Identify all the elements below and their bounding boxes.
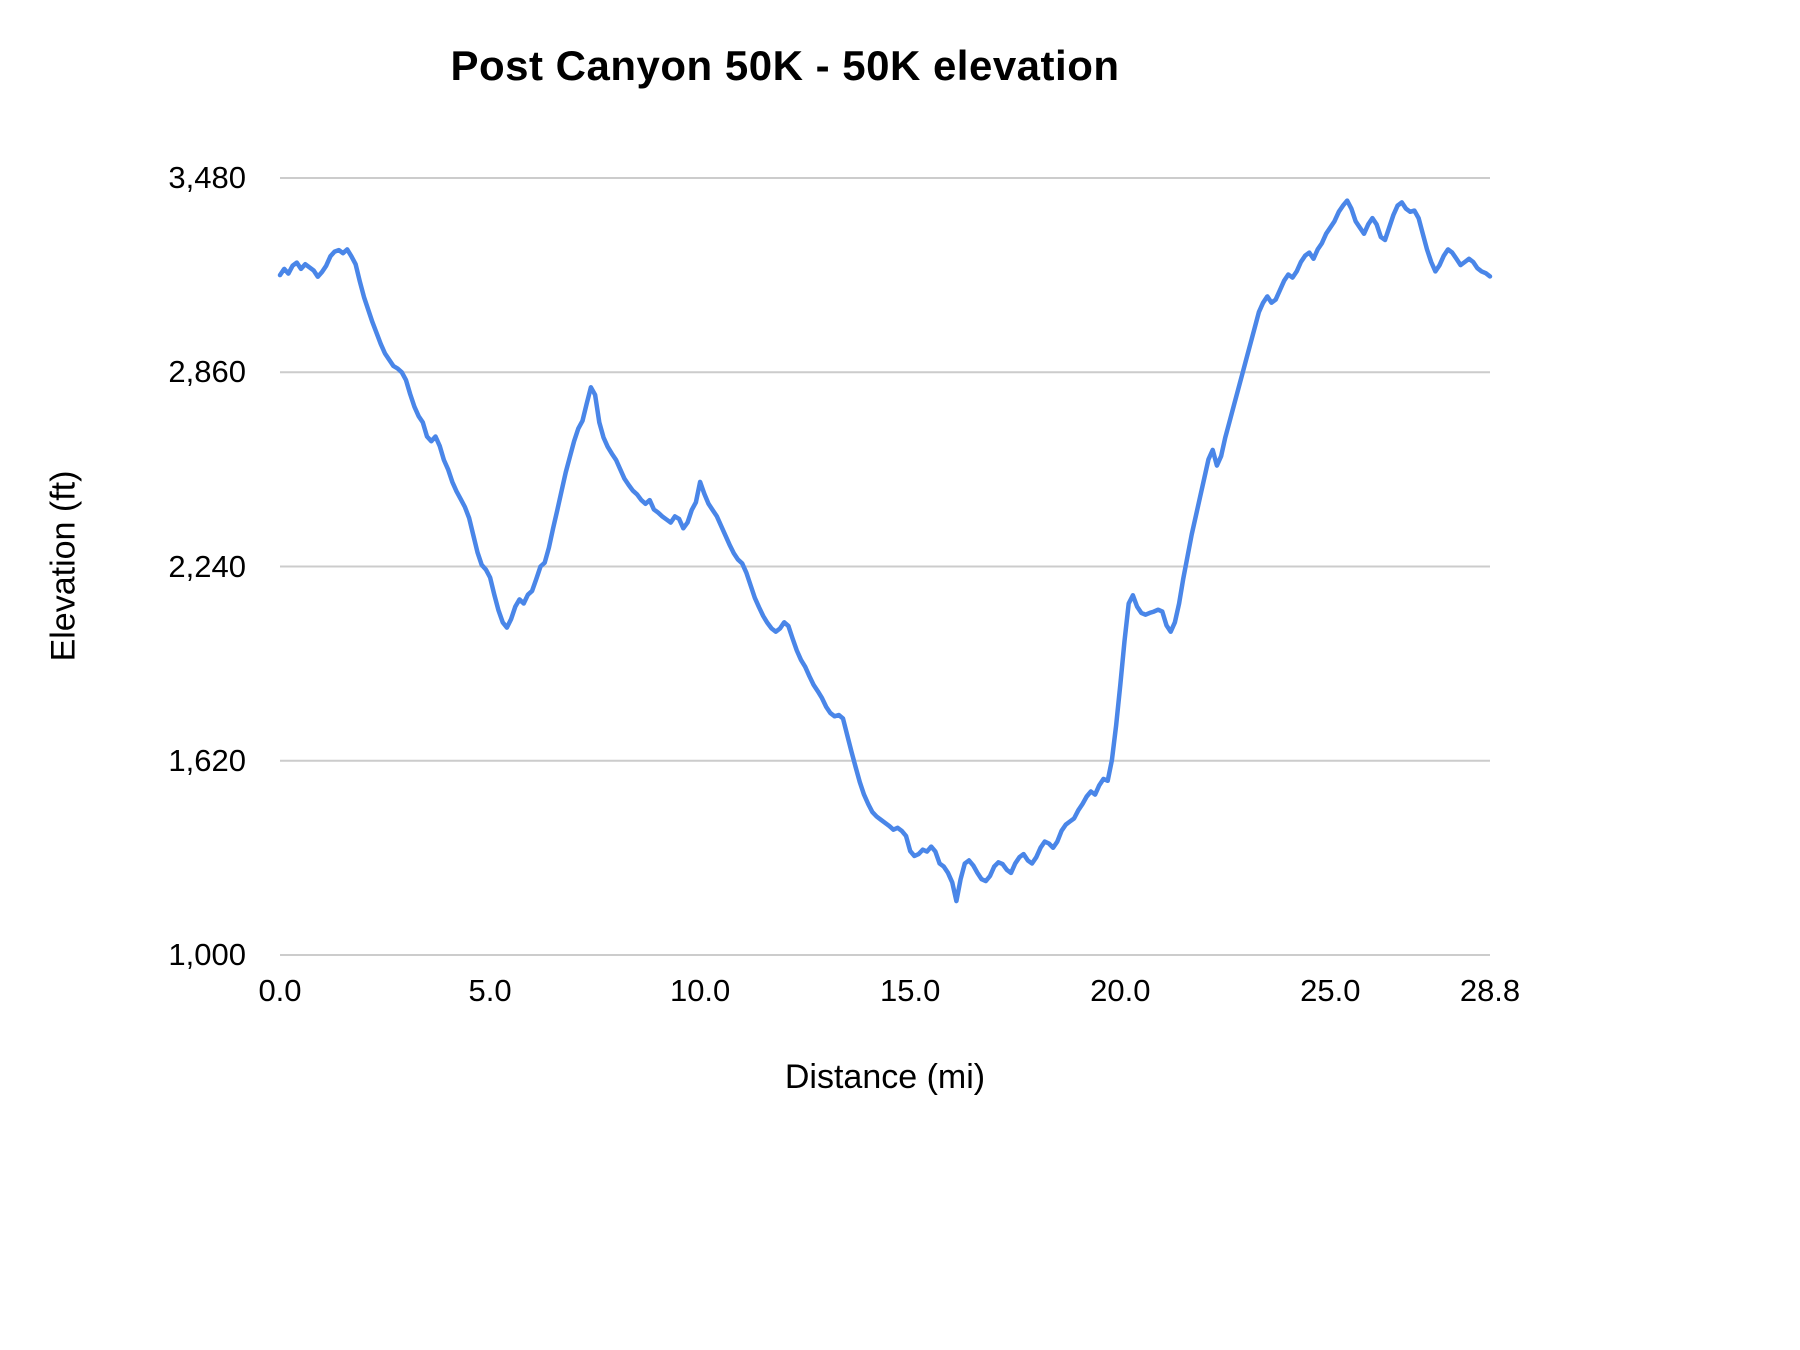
chart-title: Post Canyon 50K - 50K elevation — [450, 42, 1120, 89]
x-tick-label: 15.0 — [880, 973, 941, 1008]
y-tick-label: 2,240 — [168, 548, 246, 584]
y-tick-label: 3,480 — [168, 160, 246, 195]
x-tick-label: 0.0 — [258, 973, 302, 1008]
plot-svg — [277, 177, 1493, 956]
x-tick-label: 5.0 — [468, 973, 512, 1008]
x-tick-label: 25.0 — [1300, 973, 1361, 1008]
y-tick-label: 1,620 — [168, 742, 246, 778]
x-tick-label: 28.8 — [1459, 973, 1521, 1008]
elevation-line — [277, 198, 1493, 904]
x-tick-label: 10.0 — [669, 973, 731, 1008]
y-tick-label: 1,000 — [168, 937, 246, 972]
x-tick-label: 20.0 — [1090, 973, 1151, 1008]
y-tick-label: 2,860 — [168, 354, 246, 390]
x-axis-label: Distance (mi) — [784, 1058, 986, 1096]
